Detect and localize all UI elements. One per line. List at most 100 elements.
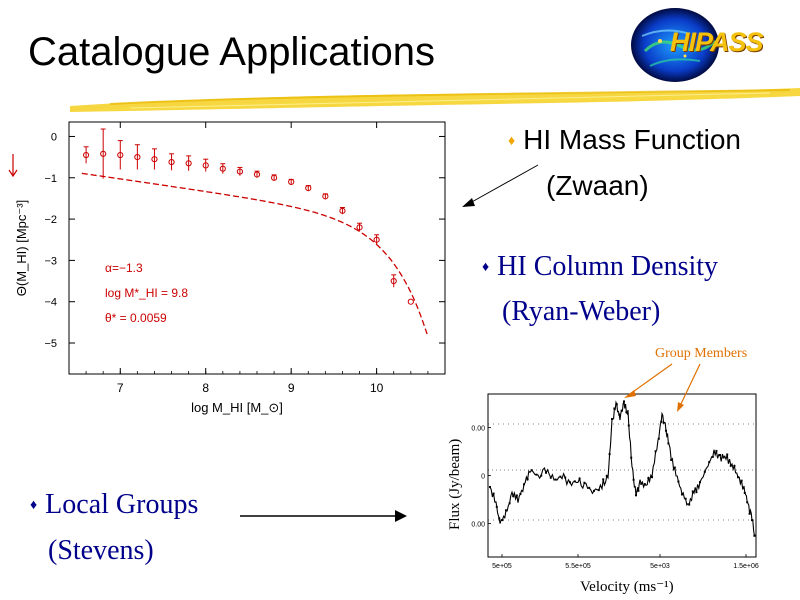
bullet-local-groups: ♦ Local Groups <box>30 489 198 521</box>
mf-data-point <box>236 168 244 175</box>
bullet-author-ryan-weber: (Ryan-Weber) <box>502 296 661 327</box>
flux-data-point <box>630 456 633 459</box>
arrow-to-mass-function <box>469 164 539 204</box>
flux-data-point <box>627 424 630 427</box>
flux-data-point <box>549 476 552 479</box>
flux-data-point <box>753 534 756 537</box>
mf-y-tick-label: 0 <box>51 131 57 143</box>
mf-x-tick-label: 7 <box>117 381 124 395</box>
flux-spectrum-line <box>489 400 756 538</box>
flux-data-point <box>654 450 657 453</box>
flux-data-point <box>583 481 586 484</box>
mf-y-tick-label: −1 <box>44 173 57 185</box>
arrowhead-icon <box>462 198 475 207</box>
diamond-bullet-icon: ♦ <box>508 132 516 148</box>
arrowhead-icon <box>395 510 407 522</box>
mf-y-tick-label: −4 <box>44 297 57 309</box>
mf-data-point <box>82 151 90 159</box>
bullet-author-zwaan: (Zwaan) <box>546 170 649 201</box>
mf-fit-annotation: θ* = 0.0059 <box>105 311 167 325</box>
mf-data-point <box>270 174 278 181</box>
flux-data-point <box>729 464 732 467</box>
flux-data-point <box>722 456 725 459</box>
flux-data-point <box>559 475 562 478</box>
mf-data-point <box>168 158 175 166</box>
flux-data-point <box>613 407 616 410</box>
flux-data-point <box>535 473 538 476</box>
flux-y-tick-label: 0 <box>481 474 485 481</box>
flux-data-point <box>737 476 739 479</box>
flux-data-point <box>526 478 529 481</box>
flux-data-point <box>573 480 576 483</box>
bullet-label: HI Mass Function <box>523 124 742 155</box>
flux-data-point <box>588 486 591 489</box>
flux-data-point <box>495 505 498 508</box>
flux-data-point <box>688 503 691 506</box>
flux-data-point <box>715 449 718 452</box>
flux-data-point <box>611 418 613 421</box>
mf-y-axis-label: Θ(M_HI) [Mpc⁻³] <box>14 200 29 296</box>
flux-data-point <box>691 490 694 493</box>
flux-data-point <box>751 519 753 522</box>
mf-data-point <box>134 154 141 161</box>
flux-data-point <box>703 470 706 473</box>
flux-data-point <box>662 421 665 424</box>
flux-data-point <box>523 483 525 486</box>
flux-data-point <box>615 403 618 406</box>
mf-plot-frame <box>68 121 446 375</box>
bullet-label: Local Groups <box>45 489 199 520</box>
flux-data-point <box>711 455 714 458</box>
mf-y-tick-label: −5 <box>44 338 57 350</box>
flux-data-point <box>632 478 635 481</box>
flux-data-point <box>501 519 504 522</box>
flux-data-point <box>660 420 663 423</box>
flux-data-point <box>508 502 511 505</box>
flux-x-tick-label: 5e+03 <box>650 563 670 570</box>
mf-x-tick-label: 10 <box>370 381 384 395</box>
flux-data-point <box>519 492 522 495</box>
flux-data-point <box>748 512 751 515</box>
flux-data-point <box>746 501 749 504</box>
flux-data-point <box>505 509 507 512</box>
slide-title: Catalogue Applications <box>28 30 435 74</box>
flux-data-point <box>593 489 595 492</box>
flux-data-point <box>673 466 676 469</box>
flux-axis-label: Flux (Jy/beam) <box>447 438 463 530</box>
flux-data-point <box>670 458 673 461</box>
mf-data-point <box>288 178 295 186</box>
mf-data-point <box>151 156 158 163</box>
flux-x-tick-label: 1.5e+06 <box>733 563 759 570</box>
mf-x-tick-label: 8 <box>202 381 209 395</box>
flux-data-point <box>708 461 711 464</box>
mf-fit-annotation: log M*_HI = 9.8 <box>105 286 188 300</box>
mf-data-point <box>117 151 124 159</box>
flux-data-point <box>540 474 543 477</box>
flux-data-point <box>618 413 621 416</box>
flux-x-tick-label: 5e+05 <box>492 563 512 570</box>
mf-red-arrow-icon <box>8 154 18 178</box>
diamond-bullet-icon: ♦ <box>482 260 490 275</box>
flux-data-point <box>635 494 637 497</box>
flux-data-point <box>512 495 515 498</box>
flux-data-point <box>695 491 698 494</box>
flux-data-point <box>602 478 605 481</box>
mf-data-point <box>185 160 192 167</box>
hipass-logo <box>631 8 719 82</box>
flux-data-point <box>578 477 581 480</box>
group-members-label: Group Members <box>655 346 748 361</box>
bullet-hi-column-density: ♦ HI Column Density <box>482 251 718 283</box>
bullet-label: HI Column Density <box>497 251 719 282</box>
mf-y-tick-label: −2 <box>44 214 57 226</box>
mf-data-point <box>390 277 397 285</box>
mf-data-point <box>322 193 329 200</box>
mf-data-point <box>219 165 226 172</box>
flux-data-point <box>647 477 650 480</box>
bullet-author-stevens: (Stevens) <box>48 535 154 566</box>
flux-x-tick-label: 5.5e+05 <box>565 563 591 570</box>
flux-data-point <box>620 409 623 412</box>
mf-data-point <box>253 171 261 178</box>
flux-data-point <box>726 453 729 456</box>
flux-data-point <box>489 486 491 489</box>
flux-data-point <box>681 493 683 496</box>
flux-data-point <box>623 400 625 403</box>
